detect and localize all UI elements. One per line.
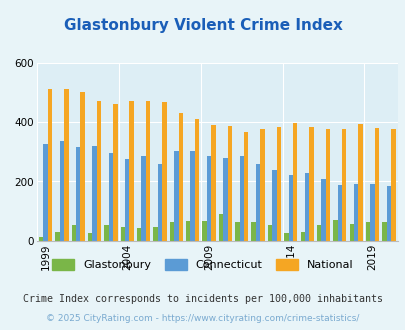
Bar (109, 153, 113, 241)
Bar (369, 184, 374, 241)
Bar (255, 164, 260, 241)
Bar (243, 132, 248, 241)
Bar (341, 129, 345, 241)
Bar (194, 119, 199, 241)
Bar (39, 237, 43, 241)
Bar (272, 170, 276, 241)
Bar (202, 221, 206, 241)
Bar (374, 128, 378, 241)
Bar (120, 227, 125, 241)
Text: Crime Index corresponds to incidents per 100,000 inhabitants: Crime Index corresponds to incidents per… (23, 294, 382, 304)
Bar (104, 224, 109, 241)
Bar (185, 221, 190, 241)
Bar (48, 89, 52, 241)
Bar (276, 127, 280, 241)
Bar (292, 123, 297, 241)
Bar (390, 129, 394, 241)
Bar (174, 151, 178, 241)
Bar (325, 129, 329, 241)
Bar (113, 104, 117, 241)
Bar (64, 89, 68, 241)
Bar (55, 232, 60, 241)
Bar (218, 214, 223, 241)
Bar (129, 101, 134, 241)
Legend: Glastonbury, Connecticut, National: Glastonbury, Connecticut, National (49, 255, 356, 273)
Bar (169, 222, 174, 241)
Bar (71, 224, 76, 241)
Text: Glastonbury Violent Crime Index: Glastonbury Violent Crime Index (64, 18, 341, 33)
Bar (333, 220, 337, 241)
Bar (260, 129, 264, 241)
Bar (190, 151, 194, 241)
Bar (96, 101, 101, 241)
Bar (365, 222, 369, 241)
Bar (227, 126, 231, 241)
Bar (76, 147, 80, 241)
Bar (284, 234, 288, 241)
Bar (141, 156, 145, 241)
Text: © 2025 CityRating.com - https://www.cityrating.com/crime-statistics/: © 2025 CityRating.com - https://www.city… (46, 314, 359, 323)
Bar (300, 232, 304, 241)
Bar (136, 228, 141, 241)
Bar (145, 101, 150, 241)
Bar (288, 175, 292, 241)
Bar (60, 141, 64, 241)
Bar (353, 184, 358, 241)
Bar (211, 125, 215, 241)
Bar (309, 127, 313, 241)
Bar (234, 222, 239, 241)
Bar (316, 224, 320, 241)
Bar (349, 224, 353, 241)
Bar (206, 156, 211, 241)
Bar (386, 186, 390, 241)
Bar (125, 159, 129, 241)
Bar (251, 222, 255, 241)
Bar (158, 164, 162, 241)
Bar (304, 173, 309, 241)
Bar (267, 224, 272, 241)
Bar (153, 227, 158, 241)
Bar (382, 222, 386, 241)
Bar (358, 123, 362, 241)
Bar (162, 102, 166, 241)
Bar (43, 145, 48, 241)
Bar (80, 92, 85, 241)
Bar (320, 179, 325, 241)
Bar (223, 158, 227, 241)
Bar (88, 233, 92, 241)
Bar (239, 156, 243, 241)
Bar (337, 185, 341, 241)
Bar (178, 113, 183, 241)
Bar (92, 146, 96, 241)
